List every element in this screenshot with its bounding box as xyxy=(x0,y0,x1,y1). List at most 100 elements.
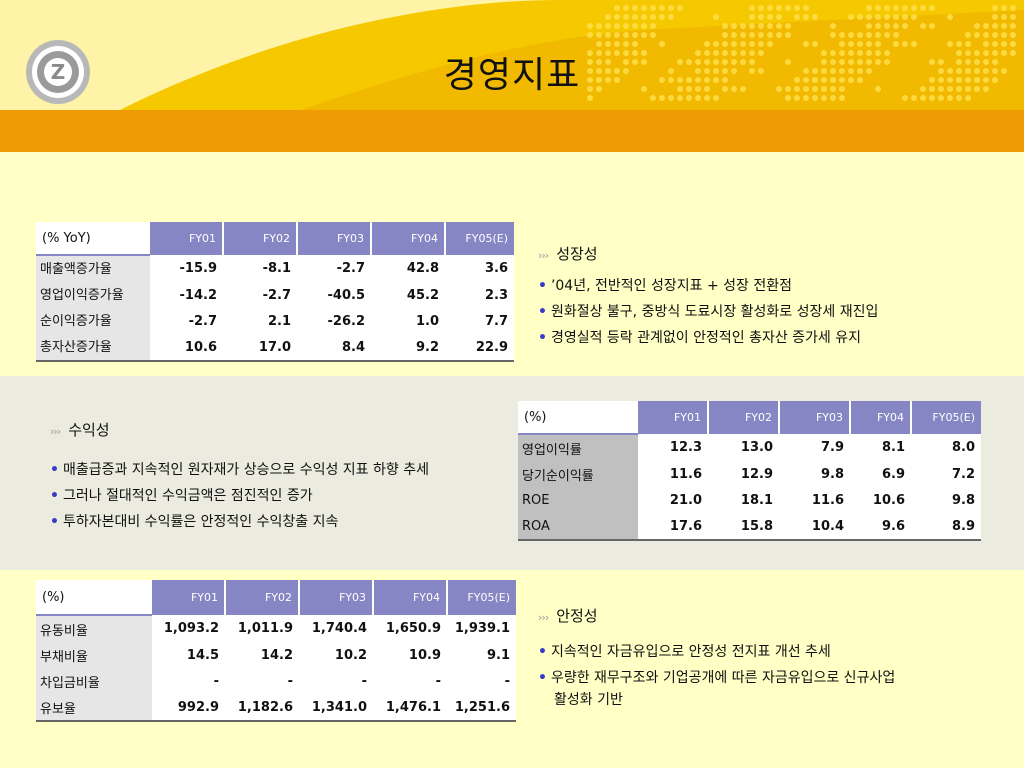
table-cell: 8.9 xyxy=(911,513,981,541)
table-row: 차입금비율 - - - - - xyxy=(36,668,516,694)
table-cell: 10.4 xyxy=(779,513,850,541)
table-cell: - xyxy=(213,673,219,689)
bullet-icon: • xyxy=(50,462,59,478)
stability-panel: ››› 안정성 • 지속적인 자금유입으로 안정성 전지표 개선 추세 • 우량한 재… xyxy=(538,606,963,710)
chevrons-icon: ››› xyxy=(538,249,549,262)
table-cell: 9.8 xyxy=(951,492,975,508)
row-label: ROE xyxy=(518,487,638,513)
table-cell: 1,740.4 xyxy=(311,621,367,636)
table-cell: 10.9 xyxy=(408,647,441,663)
bullet-item: • 투하자본대비 수익률은 안정적인 수익창출 지속 xyxy=(50,512,508,532)
table-cell: 17.0 xyxy=(223,334,297,362)
company-logo-icon: Z xyxy=(26,40,90,104)
table-cell: 9.2 xyxy=(371,334,445,362)
table-row: 영업이익률 12.3 13.0 7.9 8.1 8.0 xyxy=(518,434,981,461)
table-cell: 7.2 xyxy=(951,466,975,482)
table-cell: - xyxy=(435,673,441,689)
table-cell: 8.1 xyxy=(881,440,905,455)
column-header: FY01 xyxy=(638,401,709,434)
table-row: 유보율 992.9 1,182.6 1,341.0 1,476.1 1,251.… xyxy=(36,694,516,722)
table-cell: 10.6 xyxy=(872,492,905,508)
table-cell: 7.9 xyxy=(820,440,844,455)
column-header: FY03 xyxy=(297,222,372,255)
header-orange-band xyxy=(0,110,1024,152)
bullet-item: • 매출급증과 지속적인 원자재가 상승으로 수익성 지표 하향 추세 xyxy=(50,460,508,480)
table-cell: 9.6 xyxy=(850,513,911,541)
table-cell: 1,182.6 xyxy=(225,694,299,722)
column-header: FY02 xyxy=(225,580,300,615)
table-cell: 18.1 xyxy=(740,492,773,508)
column-header: FY04 xyxy=(371,222,446,255)
row-label: 총자산증가율 xyxy=(36,334,150,362)
bullet-text: 경영실적 등락 관계없이 안정적인 총자산 증가세 유지 xyxy=(550,330,862,346)
table-cell: -26.2 xyxy=(327,313,365,329)
column-header: FY01 xyxy=(150,222,224,255)
column-header: FY03 xyxy=(779,401,851,434)
column-header: FY04 xyxy=(373,580,448,615)
profitability-panel: ››› 수익성 • 매출급증과 지속적인 원자재가 상승으로 수익성 지표 하향 추… xyxy=(50,420,508,538)
table-cell: 10.2 xyxy=(334,647,367,663)
table-header-row: (% YoY) FY01 FY02 FY03 FY04 FY05(E) xyxy=(36,222,514,256)
table-unit-label: (% YoY) xyxy=(36,222,150,256)
table-cell: 42.8 xyxy=(406,261,439,276)
bullet-item: • ’04년, 전반적인 성장지표 + 성장 전환점 xyxy=(538,276,968,296)
table-cell: -40.5 xyxy=(327,287,365,303)
table-cell: 6.9 xyxy=(881,466,905,482)
table-cell: 1,476.1 xyxy=(373,694,447,722)
table-cell: 14.5 xyxy=(186,647,219,663)
table-cell: 21.0 xyxy=(669,492,702,508)
row-label: 영업이익률 xyxy=(518,434,638,461)
table-row: 당기순이익률 11.6 12.9 9.8 6.9 7.2 xyxy=(518,461,981,487)
column-header: FY04 xyxy=(850,401,912,434)
table-cell: 7.7 xyxy=(484,313,508,329)
table-row: 총자산증가율 10.6 17.0 8.4 9.2 22.9 xyxy=(36,334,514,362)
row-label: 유동비율 xyxy=(36,615,152,642)
header-banner: Z 경영지표 xyxy=(0,0,1024,152)
table-cell: 14.2 xyxy=(260,647,293,663)
chevrons-icon: ››› xyxy=(50,425,61,438)
table-cell: 45.2 xyxy=(406,287,439,303)
bullet-continuation: 활성화 기반 xyxy=(554,692,623,708)
column-header: FY05(E) xyxy=(445,222,514,255)
growth-panel: ››› 성장성 • ’04년, 전반적인 성장지표 + 성장 전환점 • 원화절상 불… xyxy=(538,244,968,354)
table-cell: 1.0 xyxy=(415,313,439,329)
table-cell: 8.0 xyxy=(951,440,975,455)
row-label: 순이익증가율 xyxy=(36,308,150,334)
table-cell: 13.0 xyxy=(740,440,773,455)
bullet-item: • 원화절상 불구, 중방식 도료시장 활성화로 성장세 재진입 xyxy=(538,302,968,322)
chevrons-icon: ››› xyxy=(538,611,549,624)
row-label: 영업이익증가율 xyxy=(36,282,150,308)
page-title: 경영지표 xyxy=(443,55,581,96)
table-cell: - xyxy=(287,673,293,689)
column-header: FY05(E) xyxy=(911,401,981,434)
table-cell: -15.9 xyxy=(179,261,217,276)
bullet-icon: • xyxy=(50,514,59,530)
table-header-row: (%) FY01 FY02 FY03 FY04 FY05(E) xyxy=(518,401,981,435)
column-header: FY01 xyxy=(152,580,226,615)
table-cell: 1,650.9 xyxy=(385,621,441,636)
bullet-icon: • xyxy=(538,644,547,660)
table-unit-label: (%) xyxy=(36,580,152,616)
row-label: 차입금비율 xyxy=(36,668,152,694)
row-label: 부채비율 xyxy=(36,642,152,668)
bullet-icon: • xyxy=(538,278,547,294)
column-header: FY02 xyxy=(223,222,298,255)
row-label: 당기순이익률 xyxy=(518,461,638,487)
bullet-item: • 지속적인 자금유입으로 안정성 전지표 개선 추세 xyxy=(538,642,963,662)
table-header-row: (%) FY01 FY02 FY03 FY04 FY05(E) xyxy=(36,580,516,616)
row-label: ROA xyxy=(518,513,638,541)
bullet-text: 매출급증과 지속적인 원자재가 상승으로 수익성 지표 하향 추세 xyxy=(62,462,429,478)
column-header: FY05(E) xyxy=(447,580,516,615)
table-cell: 3.6 xyxy=(484,261,508,276)
table-cell: 1,011.9 xyxy=(237,621,293,636)
table-cell: -2.7 xyxy=(188,313,217,329)
table-row: ROE 21.0 18.1 11.6 10.6 9.8 xyxy=(518,487,981,513)
bullet-item: • 그러나 절대적인 수익금액은 점진적인 증가 xyxy=(50,486,508,506)
growth-table: (% YoY) FY01 FY02 FY03 FY04 FY05(E) 매출액증… xyxy=(36,222,514,362)
table-cell: 1,093.2 xyxy=(163,621,219,636)
section-heading: ››› 수익성 xyxy=(50,420,508,442)
table-cell: 2.3 xyxy=(484,287,508,303)
table-cell: 15.8 xyxy=(708,513,779,541)
table-row: 영업이익증가율 -14.2 -2.7 -40.5 45.2 2.3 xyxy=(36,282,514,308)
bullet-icon: • xyxy=(50,488,59,504)
